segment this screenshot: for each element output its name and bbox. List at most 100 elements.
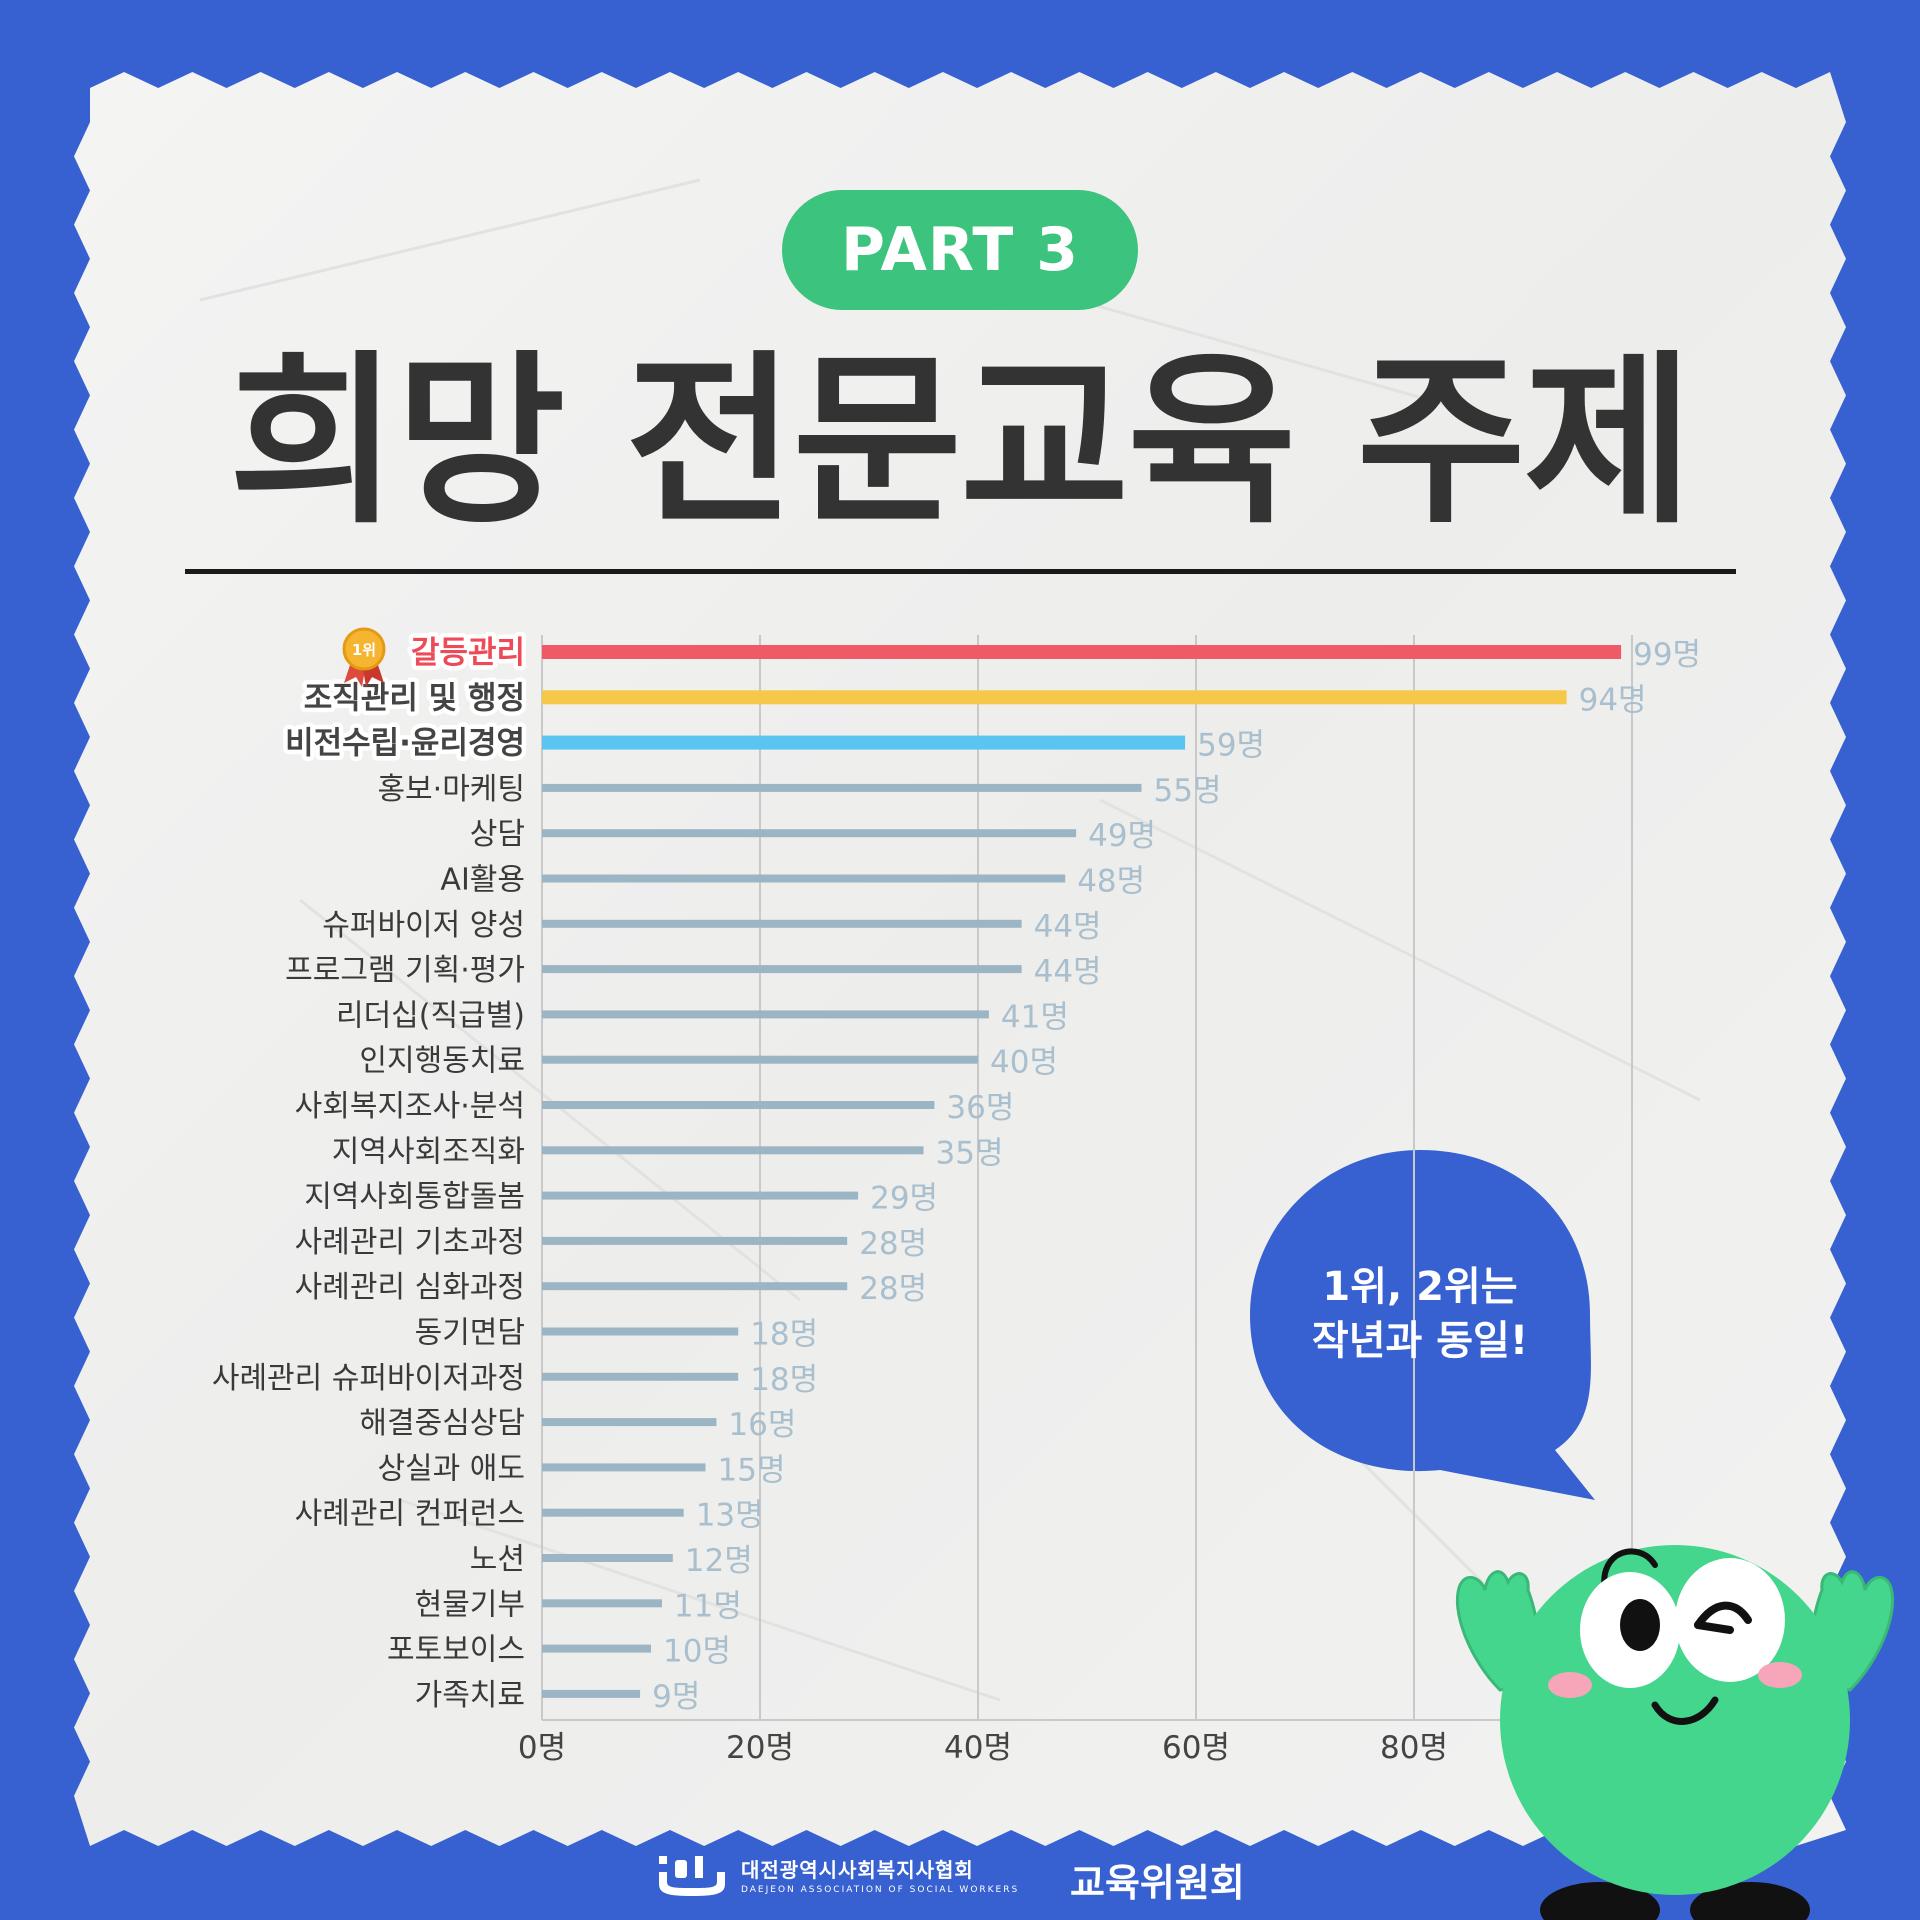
bar [542,1282,848,1291]
category-label: 사례관리 기초과정 [295,1225,525,1260]
value-label: 44명 [1034,909,1102,945]
category-label: 슈퍼바이저 양성 [322,908,525,943]
value-label: 49명 [1088,818,1156,854]
page-title: 희망 전문교육 주제 [228,335,1693,549]
speech-bubble [1250,1150,1595,1500]
bar [542,1599,662,1608]
category-label: 동기면담 [415,1316,525,1351]
bar [542,1191,859,1200]
category-label: 프로그램 기획·평가 [285,953,525,988]
category-label: 홍보·마케팅 [377,772,525,807]
speech-line-2: 작년과 동일! [1311,1318,1529,1364]
category-label: 인지행동치료 [359,1044,525,1079]
value-label: 16명 [728,1407,796,1443]
value-label: 13명 [696,1498,764,1534]
bar [542,1101,935,1109]
category-label: 가족치료 [415,1678,525,1713]
speech-line-1: 1위, 2위는 [1322,1264,1518,1310]
value-label: 48명 [1077,864,1145,900]
bar [542,1372,739,1381]
org-name-english: DAEJEON ASSOCIATION OF SOCIAL WORKERS [741,1884,1020,1895]
category-label: 해결중심상담 [359,1406,525,1441]
bar [542,735,1186,750]
bar [542,1554,673,1562]
category-label: 조직관리 및 행정 [304,680,525,716]
part-badge: PART 3 [782,190,1138,310]
x-tick-label: 60명 [1162,1730,1230,1766]
mascot-illustration [1455,1545,1895,1920]
category-label: 포토보이스 [387,1633,525,1668]
bar [542,829,1077,838]
x-tick-label: 40명 [944,1730,1012,1766]
org-name-korean: 대전광역시사회복지사협회 [741,1857,974,1882]
bar [542,1463,706,1472]
value-label: 94명 [1579,682,1647,718]
bar [542,1146,924,1155]
bar [542,965,1022,974]
footer-logo: 대전광역시사회복지사협회 DAEJEON ASSOCIATION OF SOCI… [655,1850,1019,1898]
value-label: 12명 [685,1543,753,1579]
rank-badge-text: 1위 [352,641,376,659]
title-divider [185,569,1736,574]
value-label: 35명 [936,1135,1004,1171]
category-label: AI활용 [440,863,525,898]
committee-name: 교육위원회 [1070,1861,1245,1905]
category-label: 사회복지조사·분석 [295,1089,525,1124]
value-label: 18명 [750,1362,818,1398]
bar [542,1236,848,1245]
category-label-outline: 비전수립·윤리경영 [285,726,525,762]
value-label: 15명 [718,1452,786,1488]
value-label: 11명 [674,1588,742,1624]
category-label-outline: 조직관리 및 행정 [304,680,525,716]
rank-medal-icon: 1위 [342,627,386,687]
category-label: 지역사회조직화 [332,1134,525,1169]
value-label: 59명 [1197,728,1265,764]
value-label: 10명 [663,1634,731,1670]
category-label: 노션 [470,1542,525,1577]
bar [542,874,1066,883]
paper-crease [299,898,801,1302]
bar [542,645,1622,659]
category-label: 지역사회통합돌봄 [304,1180,525,1215]
paper-crease [199,178,701,302]
x-tick-label: 20명 [726,1730,794,1766]
value-label: 9명 [652,1679,700,1715]
category-label: 상담 [470,817,525,852]
bar [542,1327,739,1336]
bar [542,919,1022,928]
paper-crease [1099,798,1701,1102]
part-label: PART 3 [841,215,1079,285]
category-label: 현물기부 [415,1587,525,1622]
value-label: 55명 [1154,773,1222,809]
paper-crease [399,1498,1001,1702]
value-label: 40명 [990,1045,1058,1081]
category-label: 리더십(직급별) [336,998,525,1033]
category-label: 사례관리 슈퍼바이저과정 [212,1361,525,1396]
bar [542,1418,717,1427]
value-label: 18명 [750,1317,818,1353]
x-tick-label: 0명 [518,1730,566,1766]
speech-bubble-text: 1위, 2위는 작년과 동일! [1250,1260,1590,1368]
category-label: 갈등관리 [411,635,525,671]
association-logo-icon [659,1856,725,1896]
category-label-outline: 갈등관리 [411,635,525,671]
value-label: 41명 [1001,999,1069,1035]
category-label: 비전수립·윤리경영 [285,726,525,762]
bar [542,1689,641,1698]
value-label: 44명 [1034,954,1102,990]
bar [542,1010,989,1019]
bar [542,1644,651,1653]
value-label: 99명 [1633,637,1701,673]
bar [542,1055,978,1064]
bar [542,690,1567,705]
category-label: 상실과 애도 [377,1451,525,1486]
value-label: 28명 [859,1271,927,1307]
bar [542,783,1142,792]
category-label: 사례관리 컨퍼런스 [295,1497,525,1532]
value-label: 36명 [946,1090,1014,1126]
bar [542,1508,684,1517]
category-label: 사례관리 심화과정 [295,1270,525,1305]
value-label: 28명 [859,1226,927,1262]
